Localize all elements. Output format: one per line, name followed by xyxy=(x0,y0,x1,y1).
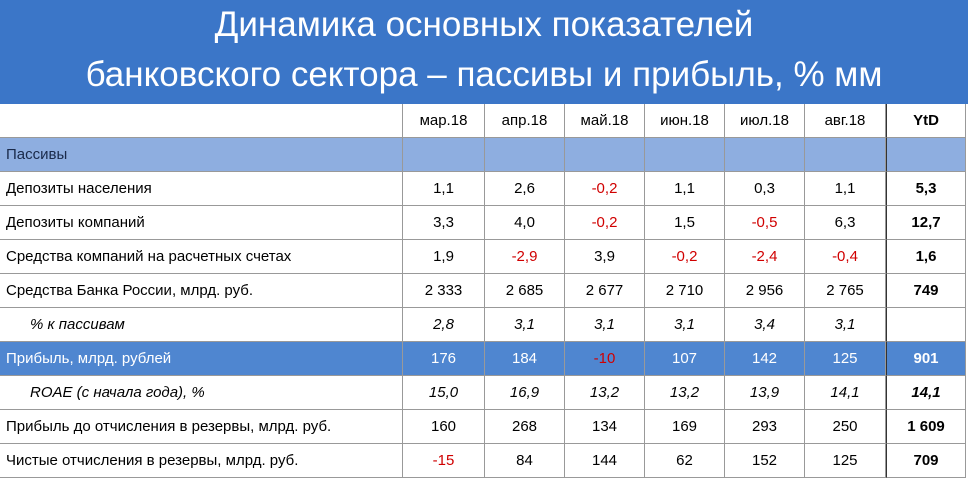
value-cell: 84 xyxy=(485,444,565,478)
row-label: Прибыль до отчисления в резервы, млрд. р… xyxy=(0,410,403,444)
value-cell: 3,3 xyxy=(403,206,485,240)
value-cell: 3,1 xyxy=(805,308,886,342)
column-header: мар.18 xyxy=(403,104,485,138)
value-cell: 144 xyxy=(565,444,645,478)
value-cell: 3,1 xyxy=(645,308,725,342)
value-cell: -0,2 xyxy=(565,172,645,206)
value-cell: 2 765 xyxy=(805,274,886,308)
value-cell: 0,3 xyxy=(725,172,805,206)
value-cell: 749 xyxy=(886,274,966,308)
value-cell: 2 685 xyxy=(485,274,565,308)
value-cell: 15,0 xyxy=(403,376,485,410)
row-label: Пассивы xyxy=(0,138,403,172)
value-cell: 5,3 xyxy=(886,172,966,206)
value-cell: 1,5 xyxy=(645,206,725,240)
title-banner: Динамика основных показателей банковског… xyxy=(0,0,968,104)
value-cell: -15 xyxy=(403,444,485,478)
row-label: Средства компаний на расчетных счетах xyxy=(0,240,403,274)
value-cell: -0,2 xyxy=(645,240,725,274)
value-cell: 268 xyxy=(485,410,565,444)
row-label: Прибыль, млрд. рублей xyxy=(0,342,403,376)
value-cell: 12,7 xyxy=(886,206,966,240)
column-header: июн.18 xyxy=(645,104,725,138)
value-cell: 176 xyxy=(403,342,485,376)
value-cell: 160 xyxy=(403,410,485,444)
value-cell: -2,9 xyxy=(485,240,565,274)
value-cell: 125 xyxy=(805,444,886,478)
value-cell: 142 xyxy=(725,342,805,376)
value-cell: 2 956 xyxy=(725,274,805,308)
value-cell: 152 xyxy=(725,444,805,478)
value-cell: 2,8 xyxy=(403,308,485,342)
empty-cell xyxy=(403,138,485,172)
title-line: банковского сектора – пассивы и прибыль,… xyxy=(85,55,883,94)
value-cell: -10 xyxy=(565,342,645,376)
column-header: июл.18 xyxy=(725,104,805,138)
row-label: Депозиты населения xyxy=(0,172,403,206)
value-cell: 16,9 xyxy=(485,376,565,410)
value-cell: 13,2 xyxy=(565,376,645,410)
empty-cell xyxy=(886,308,966,342)
row-label: Депозиты компаний xyxy=(0,206,403,240)
value-cell: 3,4 xyxy=(725,308,805,342)
value-cell: 2 710 xyxy=(645,274,725,308)
value-cell: 3,1 xyxy=(485,308,565,342)
column-header: YtD xyxy=(886,104,966,138)
value-cell: 2,6 xyxy=(485,172,565,206)
value-cell: 184 xyxy=(485,342,565,376)
empty-cell xyxy=(565,138,645,172)
value-cell: 134 xyxy=(565,410,645,444)
value-cell: 1,6 xyxy=(886,240,966,274)
value-cell: 250 xyxy=(805,410,886,444)
empty-cell xyxy=(645,138,725,172)
value-cell: -0,5 xyxy=(725,206,805,240)
value-cell: 14,1 xyxy=(886,376,966,410)
title-line: Динамика основных показателей xyxy=(214,5,754,44)
empty-cell xyxy=(725,138,805,172)
empty-cell xyxy=(485,138,565,172)
value-cell: 13,2 xyxy=(645,376,725,410)
value-cell: 13,9 xyxy=(725,376,805,410)
value-cell: 709 xyxy=(886,444,966,478)
value-cell: 2 677 xyxy=(565,274,645,308)
value-cell: 3,9 xyxy=(565,240,645,274)
row-label: Средства Банка России, млрд. руб. xyxy=(0,274,403,308)
value-cell: 1,9 xyxy=(403,240,485,274)
value-cell: 1 609 xyxy=(886,410,966,444)
column-header: май.18 xyxy=(565,104,645,138)
value-cell: -2,4 xyxy=(725,240,805,274)
value-cell: 125 xyxy=(805,342,886,376)
row-label: ROAE (с начала года), % xyxy=(0,376,403,410)
value-cell: 1,1 xyxy=(403,172,485,206)
value-cell: -0,2 xyxy=(565,206,645,240)
value-cell: 2 333 xyxy=(403,274,485,308)
value-cell: 1,1 xyxy=(645,172,725,206)
value-cell: 169 xyxy=(645,410,725,444)
empty-cell xyxy=(805,138,886,172)
value-cell: 62 xyxy=(645,444,725,478)
column-header: авг.18 xyxy=(805,104,886,138)
header-corner xyxy=(0,104,403,138)
value-cell: 4,0 xyxy=(485,206,565,240)
column-header: апр.18 xyxy=(485,104,565,138)
value-cell: 1,1 xyxy=(805,172,886,206)
value-cell: 3,1 xyxy=(565,308,645,342)
value-cell: -0,4 xyxy=(805,240,886,274)
value-cell: 14,1 xyxy=(805,376,886,410)
value-cell: 901 xyxy=(886,342,966,376)
row-label: % к пассивам xyxy=(0,308,403,342)
value-cell: 293 xyxy=(725,410,805,444)
row-label: Чистые отчисления в резервы, млрд. руб. xyxy=(0,444,403,478)
value-cell: 107 xyxy=(645,342,725,376)
value-cell: 6,3 xyxy=(805,206,886,240)
empty-cell xyxy=(886,138,966,172)
